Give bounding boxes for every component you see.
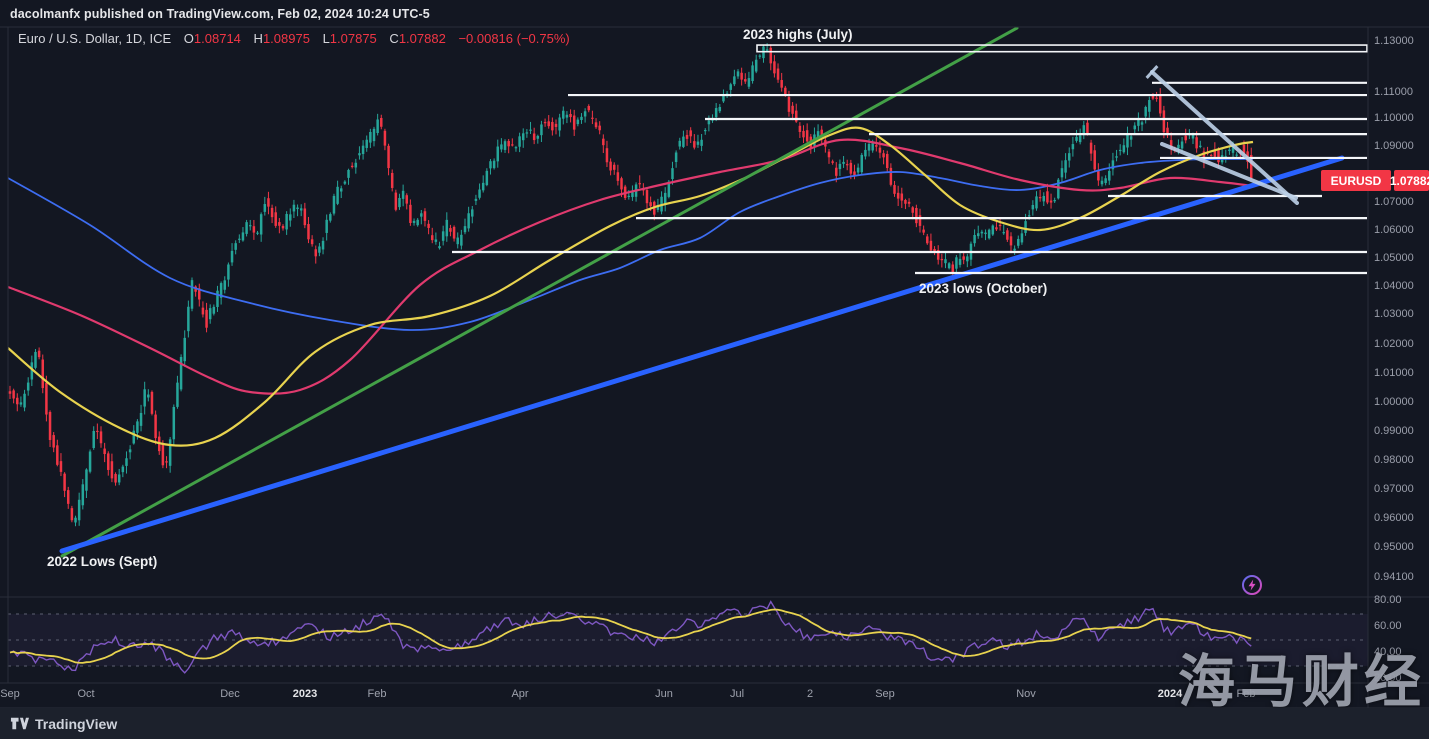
annotation-2022-lows: 2022 Lows (Sept) <box>47 554 158 569</box>
low-value: 1.07875 <box>329 31 377 46</box>
time-tick-label: Sep <box>875 688 895 700</box>
price-tick-label: 1.11000 <box>1374 86 1413 98</box>
rsi-pane[interactable] <box>8 600 1368 674</box>
time-tick-label: Jul <box>729 688 745 700</box>
time-tick-label: Oct <box>77 688 95 700</box>
rsi-tick-label: 60.00 <box>1374 620 1402 632</box>
candlestick-series <box>8 43 1253 527</box>
time-tick-label: Feb <box>367 688 387 700</box>
time-tick-label: Jun <box>655 688 673 700</box>
last-price-value-badge: 1.07882 <box>1390 170 1429 191</box>
wedge-anchor-tick <box>1145 65 1159 79</box>
time-tick-label: 2023 <box>292 688 318 700</box>
symbol-legend: Euro / U.S. Dollar, 1D, ICE O1.08714 H1.… <box>18 31 570 46</box>
change-value: −0.00816 (−0.75%) <box>458 31 570 46</box>
time-tick-label: Dec <box>220 688 240 700</box>
price-tick-label: 1.00000 <box>1374 396 1414 408</box>
time-tick-label: 2 <box>806 688 814 700</box>
tradingview-logo-icon[interactable] <box>10 714 29 733</box>
rsi-tick-label: 40.00 <box>1374 646 1402 658</box>
footer-bar: TradingView <box>0 708 1429 739</box>
high-label: H <box>253 31 263 46</box>
price-tick-label: 0.94100 <box>1374 571 1414 583</box>
price-tick-label: 1.02000 <box>1374 338 1414 350</box>
time-tick-label: Feb <box>1236 688 1256 700</box>
flash-icon[interactable] <box>1240 573 1264 597</box>
open-label: O <box>183 31 194 46</box>
tradingview-brand[interactable]: TradingView <box>35 715 118 732</box>
price-tick-label: 1.07000 <box>1374 196 1414 208</box>
close-label: C <box>389 31 399 46</box>
price-tick-label: 0.97000 <box>1374 483 1414 495</box>
blue-uptrend-line[interactable] <box>59 155 1345 554</box>
rsi-ma-line <box>9 608 1252 664</box>
price-tick-label: 1.09000 <box>1374 140 1414 152</box>
publish-header: dacolmanfx published on TradingView.com,… <box>10 7 430 21</box>
close-value: 1.07882 <box>398 31 446 46</box>
annotation-2023-lows: 2023 lows (October) <box>919 281 1048 296</box>
price-pane[interactable] <box>8 27 1345 558</box>
price-tick-label: 0.95000 <box>1374 541 1414 553</box>
highs-zone-band[interactable] <box>756 44 1368 53</box>
watermark-cjk: 海马财经 <box>1178 650 1426 714</box>
price-tick-label: 1.03000 <box>1374 308 1414 320</box>
rsi-line <box>9 600 1252 674</box>
low-label: L <box>322 31 330 46</box>
ma-blue-line <box>8 158 1254 331</box>
green-uptrend-line[interactable] <box>60 27 1019 558</box>
price-tick-label: 0.96000 <box>1374 512 1414 524</box>
rsi-tick-label: 20.00 <box>1374 672 1402 684</box>
price-tick-label: 1.01000 <box>1374 367 1414 379</box>
time-tick-label: Apr <box>511 688 529 700</box>
price-tick-label: 1.05000 <box>1374 252 1414 264</box>
annotation-2023-highs: 2023 highs (July) <box>743 27 853 42</box>
time-tick-label: 2024 <box>1157 688 1183 700</box>
price-tick-label: 1.10000 <box>1374 112 1414 124</box>
price-tick-label: 1.04000 <box>1374 280 1414 292</box>
price-tick-label: 1.06000 <box>1374 224 1414 236</box>
wedge-trendline[interactable] <box>1160 142 1298 200</box>
open-value: 1.08714 <box>193 31 241 46</box>
price-tick-label: 0.99000 <box>1374 425 1414 437</box>
ma-pink-line <box>8 138 1254 395</box>
time-tick-label: Nov <box>1016 688 1036 700</box>
price-tick-label: 1.13000 <box>1374 35 1414 47</box>
price-tick-label: 0.98000 <box>1374 454 1414 466</box>
time-tick-label: Sep <box>0 688 20 700</box>
rsi-tick-label: 80.00 <box>1374 594 1402 606</box>
wedge-trendline[interactable] <box>1150 70 1299 205</box>
high-value: 1.08975 <box>262 31 310 46</box>
last-price-symbol-badge: EURUSD <box>1321 170 1391 191</box>
symbol-title: Euro / U.S. Dollar, 1D, ICE <box>18 31 172 46</box>
